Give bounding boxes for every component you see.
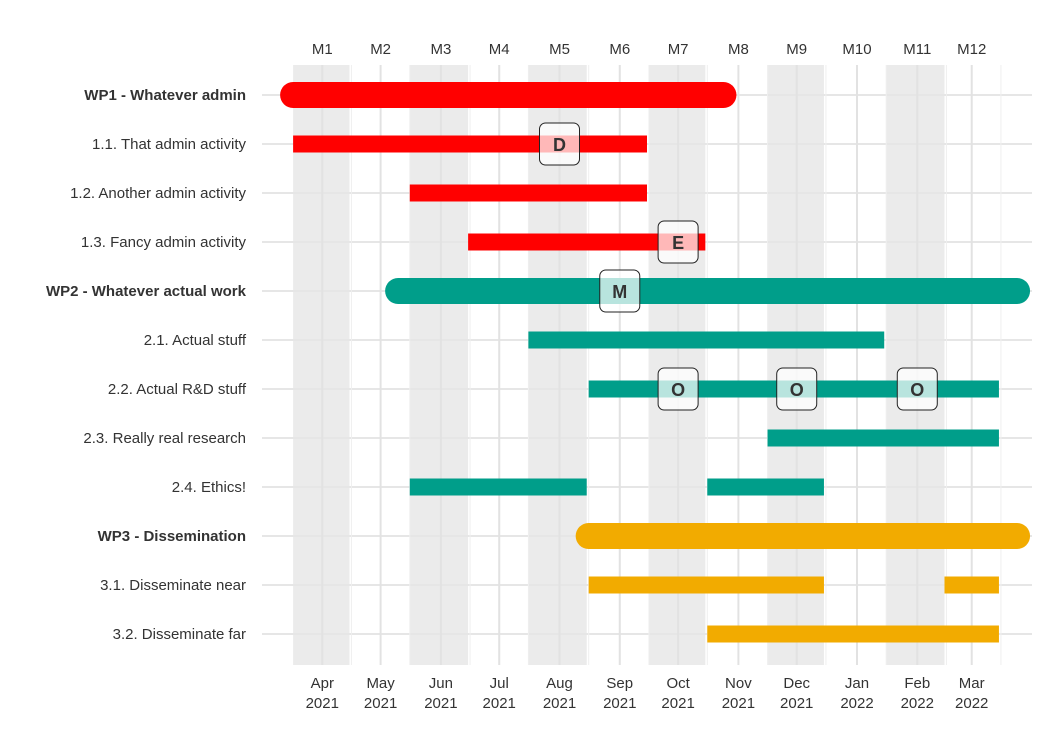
- milestone-box: [599, 269, 641, 313]
- task-label: 1.2. Another admin activity: [70, 185, 246, 202]
- task-bar: [409, 184, 647, 202]
- workpackage-label: WP1 - Whatever admin: [84, 87, 246, 104]
- bottom-axis-month-label: Dec: [783, 675, 810, 692]
- workpackage-bar: [385, 278, 1031, 304]
- top-axis-tick-label: M1: [312, 41, 333, 58]
- task-label: 3.2. Disseminate far: [113, 626, 246, 643]
- milestone-letter: O: [671, 380, 685, 400]
- milestone-letter: O: [910, 380, 924, 400]
- bottom-axis-year-label: 2021: [780, 695, 813, 712]
- milestone-marker: D: [539, 122, 580, 166]
- milestone-box: [896, 367, 938, 411]
- bottom-axis-month-label: Aug: [546, 675, 573, 692]
- task-bar: [468, 233, 706, 251]
- bottom-axis-month-label: Feb: [904, 675, 930, 692]
- task-label: 2.4. Ethics!: [172, 479, 246, 496]
- task-label: 2.3. Really real research: [83, 430, 246, 447]
- workpackage-bar: [575, 523, 1031, 549]
- top-axis-tick-label: M7: [668, 41, 689, 58]
- bottom-axis-year-label: 2021: [306, 695, 339, 712]
- bottom-axis-month-label: Jun: [429, 675, 453, 692]
- task-label: 1.3. Fancy admin activity: [81, 234, 247, 251]
- workpackage-bar: [280, 82, 737, 108]
- top-axis-tick-label: M4: [489, 41, 510, 58]
- milestone-letter: M: [612, 282, 627, 302]
- bottom-axis-month-label: Jul: [490, 675, 509, 692]
- task-label: 3.1. Disseminate near: [100, 577, 246, 594]
- task-bar: [944, 576, 999, 594]
- task-label: 2.1. Actual stuff: [144, 332, 247, 349]
- milestone-box: [657, 220, 699, 264]
- bottom-axis-year-label: 2022: [840, 695, 873, 712]
- milestone-box: [657, 367, 699, 411]
- bottom-axis-year-label: 2021: [483, 695, 516, 712]
- bottom-axis-year-label: 2021: [364, 695, 397, 712]
- task-label: 1.1. That admin activity: [92, 136, 246, 153]
- top-axis-tick-label: M9: [786, 41, 807, 58]
- bottom-axis-year-label: 2022: [901, 695, 934, 712]
- milestone-marker: O: [896, 367, 938, 411]
- task-bar: [528, 331, 885, 349]
- milestone-marker: O: [657, 367, 699, 411]
- bottom-axis-month-label: Mar: [959, 675, 985, 692]
- task-bar: [293, 135, 647, 153]
- shaded-month-band: [409, 65, 469, 665]
- milestone-marker: O: [776, 367, 818, 411]
- bottom-axis-month-label: Nov: [725, 675, 752, 692]
- task-label: 2.2. Actual R&D stuff: [108, 381, 247, 398]
- bottom-axis-month-label: Jan: [845, 675, 869, 692]
- top-axis-tick-label: M12: [957, 41, 986, 58]
- bottom-axis-year-label: 2022: [955, 695, 988, 712]
- task-bar: [767, 429, 999, 447]
- workpackage-label: WP3 - Dissemination: [98, 528, 246, 545]
- milestone-marker: E: [657, 220, 699, 264]
- milestone-letter: E: [672, 233, 684, 253]
- bottom-axis-year-label: 2021: [543, 695, 576, 712]
- bottom-axis-year-label: 2021: [603, 695, 636, 712]
- bottom-axis-month-label: May: [366, 675, 395, 692]
- top-axis-tick-label: M3: [430, 41, 451, 58]
- milestone-letter: D: [553, 135, 566, 155]
- milestone-marker: M: [599, 269, 641, 313]
- top-axis-tick-label: M5: [549, 41, 570, 58]
- task-bar: [707, 478, 824, 496]
- bottom-axis-month-label: Sep: [606, 675, 633, 692]
- task-bar: [707, 625, 999, 643]
- bottom-axis-year-label: 2021: [722, 695, 755, 712]
- bottom-axis-month-label: Apr: [311, 675, 334, 692]
- top-axis-tick-label: M11: [903, 41, 931, 58]
- workpackage-label: WP2 - Whatever actual work: [46, 283, 247, 300]
- task-bar: [409, 478, 587, 496]
- task-bar: [588, 576, 824, 594]
- milestone-letter: O: [790, 380, 804, 400]
- milestone-box: [776, 367, 818, 411]
- top-axis-tick-label: M6: [609, 41, 630, 58]
- bottom-axis-year-label: 2021: [661, 695, 694, 712]
- bottom-axis-month-label: Oct: [666, 675, 690, 692]
- top-axis-tick-label: M2: [370, 41, 391, 58]
- shaded-month-band: [886, 65, 945, 665]
- top-axis-tick-label: M8: [728, 41, 749, 58]
- milestone-box: [539, 122, 580, 166]
- top-axis-tick-label: M10: [842, 41, 871, 58]
- bottom-axis-year-label: 2021: [424, 695, 457, 712]
